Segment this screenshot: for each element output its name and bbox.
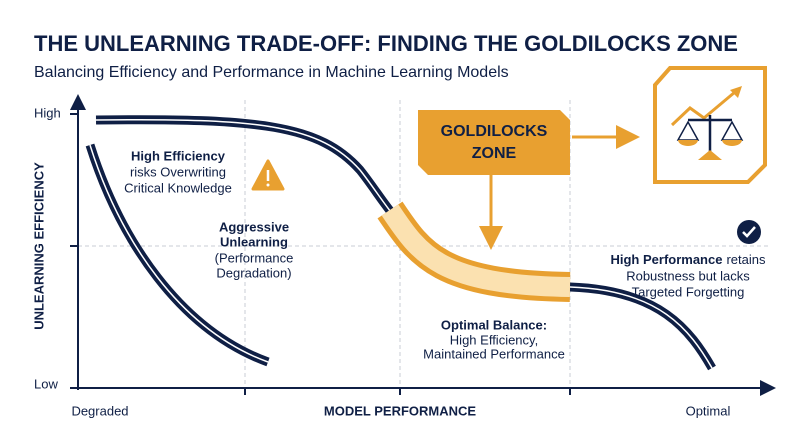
annotation: High Performance retains bbox=[610, 252, 766, 267]
axes bbox=[70, 94, 776, 396]
x-label: MODEL PERFORMANCE bbox=[324, 403, 476, 418]
annotation-rest: retains bbox=[726, 252, 766, 267]
x-high: Optimal bbox=[686, 403, 731, 418]
scale-icon bbox=[653, 66, 767, 184]
warning-icon bbox=[251, 159, 285, 191]
annotation: Critical Knowledge bbox=[124, 180, 232, 195]
annotation: Unlearning bbox=[220, 234, 288, 249]
x-low: Degraded bbox=[71, 403, 128, 418]
annotation: Aggressive bbox=[219, 219, 289, 234]
y-label: UNLEARNING EFFICIENCY bbox=[31, 162, 46, 330]
annotation: risks Overwriting bbox=[130, 164, 226, 179]
y-high: High bbox=[34, 105, 61, 120]
annotation: Targeted Forgetting bbox=[632, 284, 745, 299]
zone-label: GOLDILOCKS bbox=[441, 123, 548, 140]
subtitle: Balancing Efficiency and Performance in … bbox=[34, 64, 509, 81]
curves bbox=[85, 115, 716, 371]
zone-label: ZONE bbox=[472, 145, 517, 162]
check-icon bbox=[737, 220, 761, 244]
annotation-bold: High Performance bbox=[610, 252, 722, 267]
annotation: Maintained Performance bbox=[423, 346, 565, 361]
annotation: High Efficiency, bbox=[450, 332, 538, 347]
zone-box bbox=[418, 110, 570, 175]
y-low: Low bbox=[34, 376, 58, 391]
annotation: Optimal Balance: bbox=[441, 317, 547, 332]
title: THE UNLEARNING TRADE-OFF: FINDING THE GO… bbox=[34, 31, 738, 56]
annotation: Robustness but lacks bbox=[626, 268, 750, 283]
annotation: (Performance bbox=[215, 250, 294, 265]
annotation: High Efficiency bbox=[131, 148, 226, 163]
annotation: Degradation) bbox=[216, 265, 291, 280]
